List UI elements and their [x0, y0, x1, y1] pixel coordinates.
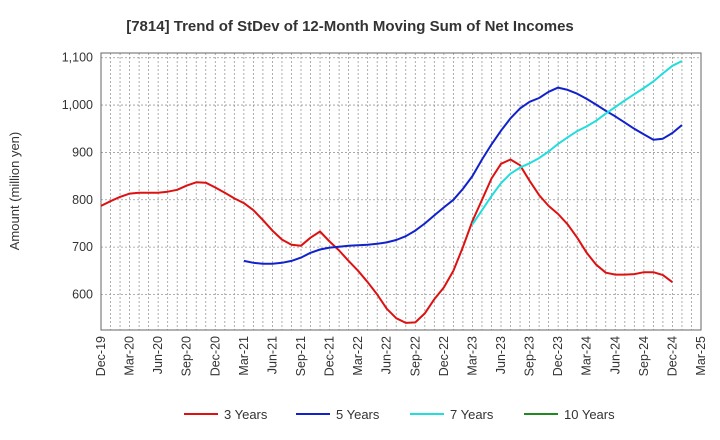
x-tick-label: Jun-20	[151, 336, 165, 374]
y-axis: 600 700 800 900 1,000 1,100	[62, 51, 93, 302]
x-axis: Dec-19 Mar-20 Jun-20 Sep-20 Dec-20 Mar-21 Jun-…	[94, 336, 708, 376]
legend-item: 10 Years	[524, 407, 615, 422]
x-tick-label: Dec-20	[208, 336, 222, 376]
x-tick-label: Sep-24	[637, 336, 651, 376]
series-line-7-years	[471, 60, 683, 225]
x-tick-label: Dec-21	[323, 336, 337, 376]
series	[100, 60, 683, 324]
y-tick-label: 700	[72, 240, 93, 254]
x-tick-label: Mar-24	[580, 336, 594, 376]
legend: 3 Years 5 Years 7 Years 10 Years	[184, 407, 615, 422]
y-axis-title: Amount (million yen)	[7, 132, 22, 251]
series-line-3-years	[100, 158, 673, 324]
legend-label: 7 Years	[450, 407, 494, 422]
legend-label: 10 Years	[564, 407, 615, 422]
legend-item: 7 Years	[410, 407, 494, 422]
plot-area	[100, 52, 702, 331]
x-tick-label: Dec-19	[94, 336, 108, 376]
legend-label: 5 Years	[336, 407, 380, 422]
y-tick-label: 1,000	[62, 98, 93, 112]
x-tick-label: Jun-22	[380, 336, 394, 374]
x-tick-label: Dec-23	[551, 336, 565, 376]
chart-title: [7814] Trend of StDev of 12-Month Moving…	[126, 18, 574, 35]
x-tick-label: Sep-22	[408, 336, 422, 376]
grid	[101, 53, 701, 330]
legend-item: 3 Years	[184, 407, 268, 422]
x-tick-label: Mar-22	[351, 336, 365, 376]
x-tick-label: Mar-25	[694, 336, 708, 376]
x-tick-label: Mar-21	[237, 336, 251, 376]
series-line-5-years	[243, 86, 683, 265]
y-tick-label: 600	[72, 287, 93, 301]
x-tick-label: Dec-22	[437, 336, 451, 376]
y-tick-label: 1,100	[62, 51, 93, 65]
x-tick-label: Jun-23	[494, 336, 508, 374]
x-tick-label: Jun-21	[265, 336, 279, 374]
y-tick-label: 800	[72, 193, 93, 207]
x-tick-label: Dec-24	[665, 336, 679, 376]
x-tick-label: Mar-23	[465, 336, 479, 376]
y-tick-label: 900	[72, 145, 93, 159]
x-tick-label: Jun-24	[608, 336, 622, 374]
x-tick-label: Sep-20	[180, 336, 194, 376]
x-tick-label: Mar-20	[123, 336, 137, 376]
x-tick-label: Sep-21	[294, 336, 308, 376]
legend-item: 5 Years	[296, 407, 380, 422]
legend-label: 3 Years	[224, 407, 268, 422]
x-tick-label: Sep-23	[523, 336, 537, 376]
